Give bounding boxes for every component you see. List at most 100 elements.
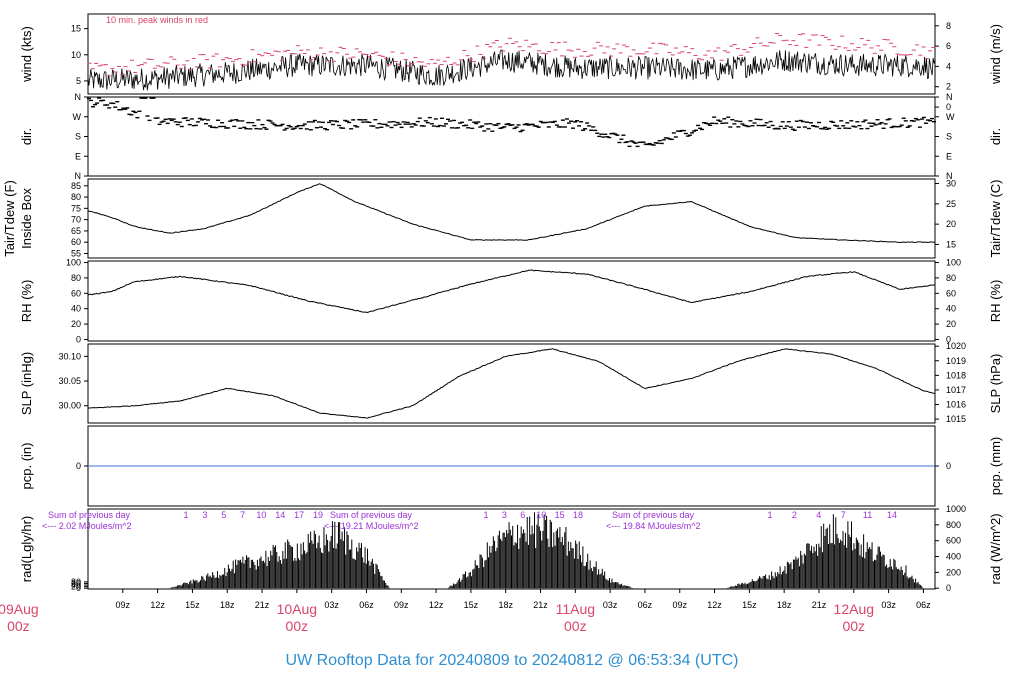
peak-wind-note: 10 min. peak winds in red: [106, 15, 208, 25]
right-tick-label: N: [946, 92, 953, 102]
y-axis-label-left: dir.: [19, 128, 34, 145]
x-tick-label: 21z: [255, 600, 270, 610]
y-axis-label-right: pcp. (mm): [988, 437, 1003, 496]
series-slp: [87, 348, 936, 419]
radiation-hour-marker: 1: [767, 510, 772, 520]
y-axis-label-right: Tair/Tdew (C): [988, 179, 1003, 257]
panel-frame: [87, 96, 936, 177]
y-axis-label-right: dir.: [988, 128, 1003, 145]
right-tick-label: 30: [946, 179, 956, 189]
right-tick-label: 1015: [946, 414, 966, 424]
left-tick-label: 80: [71, 192, 81, 202]
right-tick-label: 1016: [946, 400, 966, 410]
x-date-hour: 00z: [286, 618, 309, 634]
right-tick-label: 0: [946, 583, 951, 593]
right-tick-label: 20: [946, 219, 956, 229]
x-date-hour: 00z: [7, 618, 30, 634]
radiation-hour-marker: 18: [573, 510, 583, 520]
left-tick-label: 55: [71, 248, 81, 258]
left-tick-label: 85: [71, 181, 81, 191]
right-tick-label: 60: [946, 288, 956, 298]
y-axis-label-right: SLP (hPa): [988, 354, 1003, 414]
y-axis-label-left: SLP (inHg): [19, 352, 34, 415]
x-date-hour: 00z: [842, 618, 865, 634]
x-date-label: 12Aug: [834, 601, 874, 617]
left-tick-label: 5: [76, 76, 81, 86]
x-tick-label: 21z: [812, 600, 827, 610]
radiation-hour-marker: 2: [792, 510, 797, 520]
left-tick-label: 20: [71, 319, 81, 329]
series-wind-speed: [87, 49, 936, 91]
radiation-note: <--- 19.21 MJoules/m^2: [324, 521, 419, 531]
y-axis-label-left-2: Inside Box: [19, 188, 34, 249]
left-tick-label: N: [75, 92, 82, 102]
right-tick-label: E: [946, 151, 952, 161]
right-tick-label: 25: [946, 199, 956, 209]
left-tick-label: 20: [71, 582, 81, 592]
right-tick-label: N: [946, 171, 953, 181]
x-tick-label: 09z: [672, 600, 687, 610]
radiation-note: <--- 2.02 MJoules/m^2: [42, 521, 132, 531]
left-tick-label: 30.05: [58, 376, 81, 386]
panel-precip: 0 0 pcp. (in) pcp. (mm): [19, 425, 1003, 507]
panel-wind: 5 10 15 0 2 4 6 8 wind (kts) wind (m/s) 10 min. pe…: [19, 13, 1003, 112]
radiation-hour-marker: 3: [502, 510, 507, 520]
left-tick-label: 100: [66, 258, 81, 268]
right-tick-label: 6: [946, 41, 951, 51]
right-tick-label: 800: [946, 520, 961, 530]
radiation-hour-marker: 6: [520, 510, 525, 520]
radiation-hour-marker: 4: [816, 510, 821, 520]
right-tick-label: 1017: [946, 385, 966, 395]
radiation-hour-marker: 19: [313, 510, 323, 520]
x-tick-label: 18z: [498, 600, 513, 610]
x-tick-label: 12z: [150, 600, 165, 610]
y-axis-label-right: wind (m/s): [988, 24, 1003, 85]
left-tick-label: 60: [71, 578, 81, 588]
radiation-hour-marker: 10: [256, 510, 266, 520]
left-tick-label: 0: [76, 334, 81, 344]
right-tick-label: 1020: [946, 341, 966, 351]
radiation-hour-marker: 7: [240, 510, 245, 520]
left-tick-label: 15: [71, 24, 81, 34]
radiation-note: <--- 19.84 MJoules/m^2: [606, 521, 701, 531]
right-tick-label: 1000: [946, 504, 966, 514]
left-tick-label: 0: [76, 461, 81, 471]
y-axis-label-right: rad (W/m^2): [988, 513, 1003, 584]
right-tick-label: 0: [946, 334, 951, 344]
left-tick-label: 65: [71, 226, 81, 236]
left-tick-label: 60: [71, 237, 81, 247]
right-tick-label: 0: [946, 461, 951, 471]
x-tick-label: 12z: [429, 600, 444, 610]
series-rh: [87, 269, 936, 314]
radiation-hour-marker: 1: [483, 510, 488, 520]
left-tick-label: 30.10: [58, 351, 81, 361]
x-date-hour: 00z: [564, 618, 587, 634]
radiation-hour-marker: 15: [555, 510, 565, 520]
radiation-hour-marker: 7: [841, 510, 846, 520]
radiation-hour-marker: 17: [294, 510, 304, 520]
x-tick-label: 15z: [464, 600, 479, 610]
right-tick-label: 8: [946, 21, 951, 31]
x-date-label: 09Aug: [0, 601, 39, 617]
x-tick-label: 03z: [324, 600, 339, 610]
right-tick-label: 20: [946, 319, 956, 329]
y-axis-label-left: Tair/Tdew (F): [2, 180, 17, 257]
y-axis-label-left: wind (kts): [19, 26, 34, 83]
radiation-note: Sum of previous day: [330, 510, 413, 520]
x-tick-label: 06z: [638, 600, 653, 610]
right-tick-label: 40: [946, 304, 956, 314]
panel-frame: [87, 178, 936, 259]
y-axis-label-left: rad(Lgly/hr): [19, 516, 34, 582]
radiation-hour-marker: 11: [863, 510, 872, 520]
y-axis-label-left: RH (%): [19, 280, 34, 323]
y-axis-label-left: pcp. (in): [19, 443, 34, 490]
x-date-label: 11Aug: [556, 601, 595, 617]
radiation-hour-marker: 14: [275, 510, 285, 520]
right-tick-label: 15: [946, 239, 956, 249]
left-tick-label: W: [73, 112, 82, 122]
radiation-note: Sum of previous day: [612, 510, 695, 520]
left-tick-label: 0: [76, 583, 81, 593]
